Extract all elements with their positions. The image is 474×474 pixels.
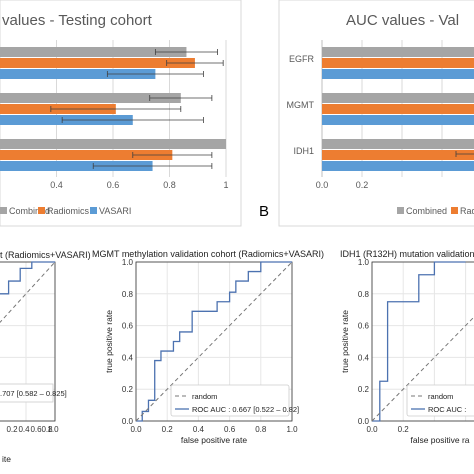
legend-swatch-combined xyxy=(397,207,404,214)
x-tick-label: 0.2 xyxy=(398,425,410,434)
roc-title: t (Radiomics+VASARI) xyxy=(0,250,91,260)
bar xyxy=(322,104,474,114)
category-label: EGFR xyxy=(289,54,315,64)
random-line xyxy=(0,261,56,324)
legend-label-combined: Combined xyxy=(9,206,50,216)
bar xyxy=(322,139,474,149)
legend-box xyxy=(0,383,54,403)
y-tick-label: 0.4 xyxy=(122,353,134,362)
y-tick-label: 0.6 xyxy=(122,322,134,331)
x-tick-label: 0.6 xyxy=(30,425,42,434)
y-tick-label: 0.4 xyxy=(358,353,370,362)
x-tick-label: 0.2 xyxy=(162,425,174,434)
legend-box xyxy=(170,384,290,417)
bar xyxy=(322,69,474,79)
plot-frame xyxy=(135,261,293,422)
random-line xyxy=(135,261,293,422)
x-tick-label: 1.0 xyxy=(47,425,59,434)
legend-swatch-vasari xyxy=(90,207,97,214)
x-tick-label: 0.6 xyxy=(107,180,120,190)
legend-label-random: random xyxy=(192,392,217,401)
legend-swatch-radiomics xyxy=(451,207,458,214)
x-tick-label: 0.0 xyxy=(366,425,378,434)
category-label: MGMT xyxy=(287,100,315,110)
x-tick-label: 0.4 xyxy=(18,425,30,434)
x-tick-label: 1.0 xyxy=(286,425,298,434)
panel-b-chart: 0.0 0.2 EGFR MGMT IDH1 Combined Radi xyxy=(287,40,474,216)
x-tick-label: 0.0 xyxy=(130,425,142,434)
panel-b-title: AUC values - Val xyxy=(346,12,459,29)
bar-vasari xyxy=(0,69,156,79)
y-tick-label: 1.0 xyxy=(358,258,370,267)
bar-combined xyxy=(0,93,181,103)
roc-title: MGMT methylation validation cohort (Radi… xyxy=(92,249,324,259)
x-tick-label: 0.6 xyxy=(224,425,236,434)
bar-radiomics xyxy=(0,150,173,160)
legend-swatch-combined xyxy=(0,207,7,214)
y-tick-label: 0.6 xyxy=(358,322,370,331)
legend-swatch-radiomics xyxy=(38,207,45,214)
roc-curve xyxy=(0,261,55,295)
legend-label-radiomics: Radi xyxy=(460,206,474,216)
x-tick-label: 0.8 xyxy=(41,425,53,434)
panel-b-label: B xyxy=(259,203,269,220)
y-tick-label: 0.8 xyxy=(122,290,134,299)
y-axis-label: true positive rate xyxy=(104,310,114,373)
roc-left-chart: 0.2 0.4 0.6 0.81.0 t (Radiomics+VASARI) .707 … xyxy=(0,250,91,464)
x-axis-label: false positive ra xyxy=(410,435,469,445)
bar xyxy=(322,161,474,171)
y-axis-label: true positive rate xyxy=(340,310,350,373)
bar xyxy=(322,47,474,57)
panel-a-title: values - Testing cohort xyxy=(2,12,153,29)
legend-label-roc: ROC AUC : 0.667 [0.522 – 0.82] xyxy=(192,405,299,414)
random-line xyxy=(371,316,474,422)
roc-mgmt-chart: 0.0 0.2 0.4 0.6 0.8 1.00.00.20.40.60.81.0MGMT… xyxy=(92,249,324,445)
y-tick-label: 0.2 xyxy=(122,385,134,394)
roc-curve xyxy=(136,261,292,422)
legend-label-combined: Combined xyxy=(406,206,447,216)
x-tick-label: 0.8 xyxy=(255,425,267,434)
y-tick-label: 0.0 xyxy=(358,417,370,426)
bar-combined xyxy=(0,47,187,57)
x-tick-label: 0.4 xyxy=(193,425,205,434)
y-tick-label: 1.0 xyxy=(122,258,134,267)
bar-combined xyxy=(0,139,226,149)
x-tick-label: 0.8 xyxy=(163,180,176,190)
bar-vasari xyxy=(0,161,153,171)
y-tick-label: 0.2 xyxy=(358,385,370,394)
legend-label-roc: ROC AUC : xyxy=(428,405,466,414)
legend-label-roc: .707 [0.582 – 0.825] xyxy=(0,389,67,398)
roc-curve xyxy=(372,261,466,422)
y-tick-label: 0.8 xyxy=(358,290,370,299)
legend-label-radiomics: Radiomics xyxy=(47,206,90,216)
x-tick-label: 0.4 xyxy=(50,180,63,190)
x-tick-label: 0.2 xyxy=(6,425,18,434)
roc-title: IDH1 (R132H) mutation validation cohort xyxy=(340,249,474,259)
bar xyxy=(322,150,474,160)
x-tick-label: 0.0 xyxy=(316,180,329,190)
x-tick-label: 1 xyxy=(223,180,228,190)
category-label: IDH1 xyxy=(293,146,314,156)
bar xyxy=(322,115,474,125)
bar-radiomics xyxy=(0,58,195,68)
x-tick-label: 0.2 xyxy=(356,180,369,190)
x-axis-label: ite xyxy=(2,454,11,464)
legend-label-vasari: VASARI xyxy=(99,206,131,216)
bar xyxy=(322,58,474,68)
legend-box xyxy=(406,384,474,417)
legend-label-random: random xyxy=(428,392,453,401)
x-axis-label: false positive rate xyxy=(181,435,247,445)
bar xyxy=(322,93,474,103)
plot-frame xyxy=(0,261,56,422)
y-tick-label: 0.0 xyxy=(122,417,134,426)
